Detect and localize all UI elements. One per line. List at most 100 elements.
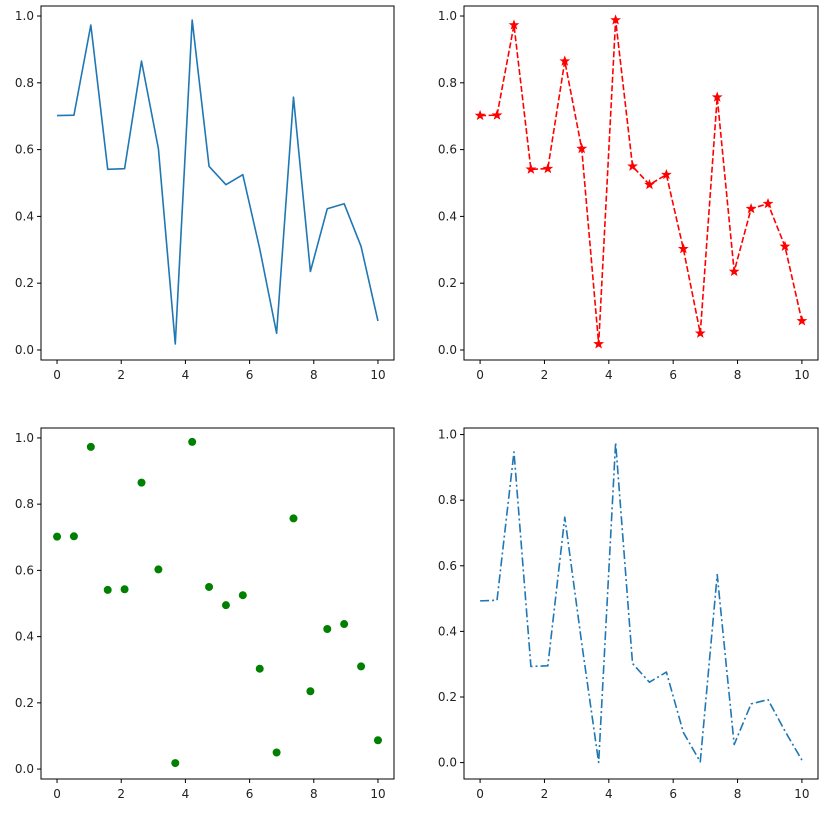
data-point [272,748,281,757]
data-point-star [627,160,638,171]
x-tick-label: 10 [370,787,385,801]
data-point-star [508,19,520,30]
data-point-star [728,265,740,277]
data-point [357,662,366,671]
axes-frame [463,427,819,780]
x-tick-label: 4 [605,787,613,801]
y-tick-label: 0.4 [15,630,34,644]
x-tick-label: 6 [669,787,677,801]
y-tick-label: 0.4 [438,624,457,638]
data-point-star [762,198,774,209]
axes-frame [40,5,395,361]
series-line [480,19,803,345]
y-tick-label: 0.0 [15,343,34,357]
y-tick-label: 0.6 [438,559,457,573]
data-point [69,532,78,541]
axes-frame [40,427,395,780]
x-tick-label: 0 [53,787,61,801]
x-tick-label: 8 [310,368,318,382]
y-tick-label: 0.0 [438,756,457,770]
y-tick-label: 0.2 [15,276,34,290]
x-tick-label: 4 [605,368,613,382]
y-tick-label: 0.8 [15,497,34,511]
data-point [86,442,95,451]
data-point [205,582,214,591]
x-tick-label: 8 [310,787,318,801]
y-tick-label: 1.0 [15,431,34,445]
x-tick-label: 8 [734,368,742,382]
data-point [238,591,247,600]
y-tick-label: 0.8 [438,76,457,90]
data-point-star [576,142,588,154]
y-tick-label: 0.2 [438,690,457,704]
data-point-star [610,14,621,25]
subplot-2: 0 2 4 6 8 10 0.0 0.2 0.4 0.6 0.8 1.0 [438,5,819,382]
subplot-3: 0 2 4 6 8 10 0.0 0.2 0.4 0.6 0.8 1.0 [15,427,395,801]
x-tick-label: 4 [182,368,190,382]
data-point [154,565,163,574]
data-point-star [779,240,791,252]
y-tick-label: 0.0 [15,762,34,776]
x-tick-label: 4 [182,787,190,801]
data-point-star [474,109,486,121]
data-point-star [745,203,757,214]
y-tick-label: 0.6 [15,143,34,157]
data-point-star [593,338,605,349]
data-point-star [559,55,571,66]
x-tick-label: 6 [669,368,677,382]
data-point-star [694,327,706,338]
axes-frame [463,5,819,361]
x-tick-label: 10 [794,787,809,801]
data-point-star [542,162,554,174]
data-point-star [491,109,503,120]
subplot-4: 0 2 4 6 8 10 0.0 0.2 0.4 0.6 0.8 1.0 [438,427,819,801]
data-point [221,601,230,610]
x-tick-label: 0 [53,368,61,382]
data-point [120,585,129,594]
data-point [289,514,298,523]
x-tick-label: 6 [246,787,254,801]
y-tick-label: 0.6 [15,563,34,577]
x-tick-label: 2 [541,787,549,801]
data-point [373,736,382,745]
data-point [53,532,62,541]
subplot-1: 0 2 4 6 8 10 0.0 0.2 0.4 0.6 0.8 1.0 [15,5,395,382]
x-tick-label: 2 [117,368,125,382]
data-point-star [525,163,537,174]
data-point [103,585,112,594]
y-tick-label: 0.6 [438,143,457,157]
y-tick-label: 0.0 [438,343,457,357]
x-tick-label: 10 [794,368,809,382]
series-line [57,19,379,345]
x-tick-label: 2 [117,787,125,801]
data-point [255,664,264,673]
data-point-star [796,315,808,326]
data-point [188,437,197,446]
data-point [137,478,146,487]
y-tick-label: 0.4 [438,209,457,223]
data-point [340,620,349,629]
x-tick-label: 0 [476,368,484,382]
y-tick-label: 0.4 [15,209,34,223]
x-tick-label: 10 [370,368,385,382]
data-point-star [677,243,689,254]
series-line [480,441,803,764]
y-tick-label: 0.2 [438,276,457,290]
data-point [306,687,315,696]
data-point-star [711,91,723,102]
y-tick-label: 0.8 [438,493,457,507]
x-tick-label: 6 [246,368,254,382]
y-tick-label: 1.0 [15,9,34,23]
data-point-star [644,179,655,190]
y-tick-label: 0.8 [15,76,34,90]
x-tick-label: 8 [734,787,742,801]
y-tick-label: 0.2 [15,696,34,710]
x-tick-label: 2 [541,368,549,382]
data-point [171,759,180,768]
y-tick-label: 1.0 [438,428,457,442]
y-tick-label: 1.0 [438,9,457,23]
data-point-star [661,168,672,180]
x-tick-label: 0 [476,787,484,801]
data-point [323,624,332,633]
